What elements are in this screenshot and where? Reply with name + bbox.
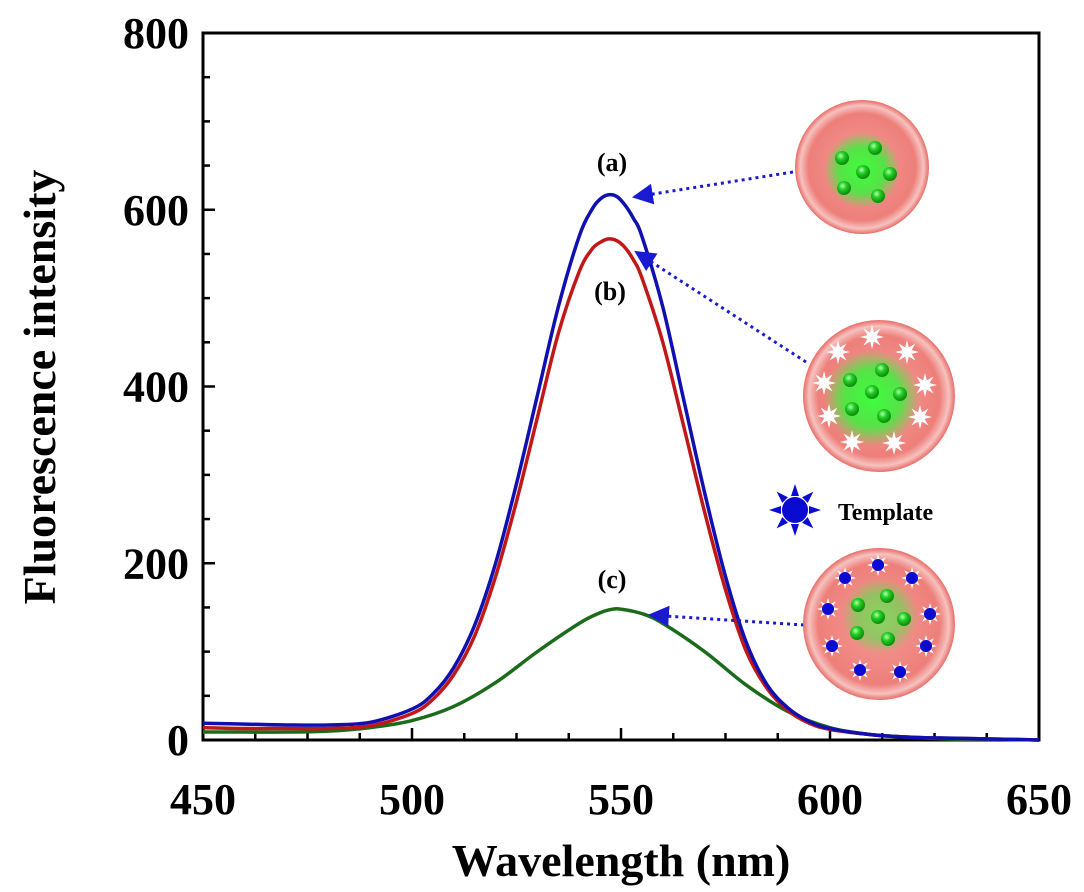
curve-label-b: (b) xyxy=(594,277,626,306)
arrow-a xyxy=(631,170,794,205)
series-line-a xyxy=(202,192,1040,742)
y-axis-ticks: 0 200 400 600 800 xyxy=(123,9,215,765)
template-spike xyxy=(769,506,781,514)
template-legend-label: Template xyxy=(838,500,933,526)
series-curves xyxy=(202,192,1040,742)
cavity-star-icon xyxy=(840,430,864,454)
template-molecule-icon xyxy=(839,572,851,584)
y-tick-label: 400 xyxy=(123,363,189,412)
cavity-star-icon xyxy=(826,340,850,364)
y-tick-label: 800 xyxy=(123,9,189,58)
particle-b-illustration xyxy=(803,320,955,472)
x-tick-label: 650 xyxy=(1006,775,1072,824)
curve-label-c: (c) xyxy=(598,565,627,594)
x-axis-title: Wavelength (nm) xyxy=(452,835,791,886)
template-molecule-icon xyxy=(872,559,884,571)
template-legend: Template xyxy=(769,484,933,536)
x-tick-label: 500 xyxy=(379,775,445,824)
template-molecule-icon xyxy=(924,608,936,620)
x-tick-label: 600 xyxy=(797,775,863,824)
particle-c-illustration xyxy=(803,548,955,700)
arrow-c xyxy=(647,605,805,627)
x-tick-label: 450 xyxy=(170,775,236,824)
template-molecule-icon xyxy=(826,640,838,652)
cavity-star-icon xyxy=(908,405,932,429)
curve-label-a: (a) xyxy=(597,148,627,177)
arrow-b xyxy=(634,250,807,364)
cavity-star-icon xyxy=(812,371,836,395)
template-spike xyxy=(791,484,799,496)
template-molecule-icon xyxy=(822,603,834,615)
template-molecule-icon xyxy=(894,666,906,678)
y-tick-label: 200 xyxy=(123,539,189,588)
template-spike xyxy=(776,517,788,529)
template-spike xyxy=(802,517,814,529)
y-tick-label: 0 xyxy=(167,716,189,765)
cavity-star-icon xyxy=(913,373,937,397)
y-axis-title: Fluorescence intensity xyxy=(14,170,65,605)
x-axis-ticks: 450 500 550 600 650 xyxy=(170,728,1072,824)
template-molecule-icon xyxy=(920,640,932,652)
cavity-star-icon xyxy=(860,325,884,349)
cavity-star-icon xyxy=(882,431,906,455)
template-spike xyxy=(776,491,788,503)
cavity-star-icon xyxy=(817,404,841,428)
particle-a-illustration xyxy=(795,100,929,234)
template-molecule-icon xyxy=(906,572,918,584)
x-tick-label: 550 xyxy=(588,775,654,824)
cavity-star-icon xyxy=(895,340,919,364)
template-spike xyxy=(802,491,814,503)
template-core xyxy=(782,497,808,523)
template-spike xyxy=(791,524,799,536)
y-tick-label: 600 xyxy=(123,186,189,235)
template-icon xyxy=(769,484,821,536)
template-molecule-icon xyxy=(854,664,866,676)
template-spike xyxy=(809,506,821,514)
